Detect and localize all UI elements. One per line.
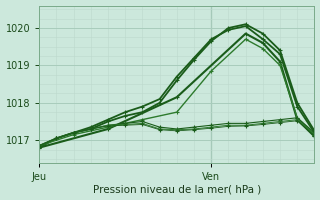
X-axis label: Pression niveau de la mer( hPa ): Pression niveau de la mer( hPa ) [93,184,261,194]
